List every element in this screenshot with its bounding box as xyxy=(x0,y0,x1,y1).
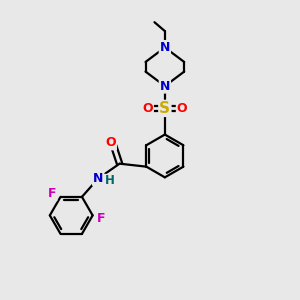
Text: F: F xyxy=(97,212,105,225)
Text: N: N xyxy=(160,80,170,93)
Text: O: O xyxy=(142,102,153,115)
Text: O: O xyxy=(105,136,116,149)
Text: O: O xyxy=(177,102,188,115)
Text: N: N xyxy=(93,172,104,185)
Text: N: N xyxy=(160,41,170,54)
Text: F: F xyxy=(48,188,56,200)
Text: H: H xyxy=(104,174,114,188)
Text: S: S xyxy=(159,101,170,116)
